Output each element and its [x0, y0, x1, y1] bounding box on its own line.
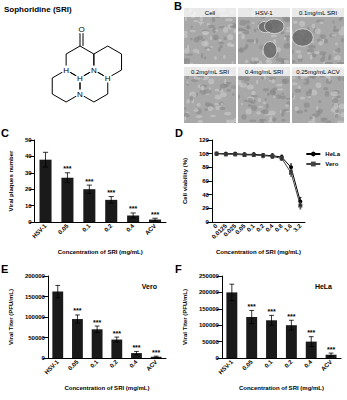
svg-text:***: ***: [73, 307, 81, 314]
svg-text:0.1mg/mL SRI: 0.1mg/mL SRI: [299, 10, 337, 16]
svg-text:100000: 100000: [199, 322, 220, 328]
svg-text:0.4: 0.4: [125, 222, 136, 233]
svg-text:O: O: [78, 25, 84, 34]
svg-text:H: H: [77, 74, 83, 83]
svg-text:40: 40: [202, 192, 209, 198]
svg-text:Vero: Vero: [325, 161, 338, 167]
svg-text:***: ***: [307, 329, 315, 336]
svg-text:50: 50: [25, 137, 32, 143]
svg-text:HeLa: HeLa: [325, 151, 340, 157]
svg-text:Concentration of SRI (mg/mL): Concentration of SRI (mg/mL): [239, 385, 324, 391]
svg-text:100: 100: [199, 151, 210, 157]
svg-text:Concentration of SRI (mg/mL): Concentration of SRI (mg/mL): [64, 385, 149, 391]
svg-text:0: 0: [42, 355, 46, 361]
svg-text:0.05: 0.05: [241, 358, 254, 371]
svg-text:***: ***: [85, 178, 93, 185]
svg-text:50000: 50000: [202, 339, 219, 345]
svg-text:Sophoridine (SRI): Sophoridine (SRI): [4, 5, 72, 14]
svg-text:150000: 150000: [199, 306, 220, 312]
svg-text:0.2: 0.2: [255, 222, 266, 233]
svg-text:Cell: Cell: [205, 10, 215, 16]
svg-text:***: ***: [132, 344, 140, 351]
svg-text:***: ***: [267, 308, 275, 315]
svg-text:0.8: 0.8: [273, 222, 284, 233]
svg-text:ACV: ACV: [320, 359, 333, 372]
svg-text:***: ***: [248, 303, 256, 310]
svg-text:200000: 200000: [199, 289, 220, 295]
svg-text:Concentration of SRI (mg/mL): Concentration of SRI (mg/mL): [216, 249, 301, 255]
svg-text:120: 120: [199, 137, 210, 143]
svg-text:0.1: 0.1: [89, 358, 100, 369]
svg-text:30: 30: [25, 170, 32, 176]
svg-text:250000: 250000: [199, 273, 220, 279]
svg-text:0.4mg/mL SRI: 0.4mg/mL SRI: [245, 69, 283, 75]
svg-text:0.4: 0.4: [264, 222, 275, 233]
svg-text:HSV-1: HSV-1: [31, 222, 48, 239]
svg-text:Concentration of SRI (mg/mL): Concentration of SRI (mg/mL): [58, 249, 143, 255]
svg-text:0.025: 0.025: [222, 222, 238, 238]
svg-text:0: 0: [28, 219, 32, 225]
svg-text:***: ***: [287, 313, 295, 320]
svg-text:0.05: 0.05: [57, 222, 70, 235]
svg-text:0.05: 0.05: [67, 358, 80, 371]
svg-text:10: 10: [25, 203, 32, 209]
svg-text:H: H: [63, 66, 69, 75]
svg-text:0.4: 0.4: [128, 358, 139, 369]
svg-text:0: 0: [206, 219, 210, 225]
svg-text:***: ***: [152, 349, 160, 356]
svg-text:50000: 50000: [28, 335, 45, 341]
svg-text:***: ***: [93, 319, 101, 326]
svg-text:***: ***: [129, 205, 137, 212]
svg-text:***: ***: [327, 346, 335, 353]
svg-text:0.1: 0.1: [81, 222, 92, 233]
html-text:E: E: [1, 263, 9, 275]
svg-text:60: 60: [202, 178, 209, 184]
svg-text:0: 0: [216, 355, 220, 361]
svg-text:ACV: ACV: [145, 359, 158, 372]
svg-text:100000: 100000: [25, 314, 46, 320]
html-text:D: D: [175, 127, 183, 139]
svg-text:N: N: [77, 90, 83, 99]
html-text:F: F: [175, 263, 182, 275]
svg-text:0.2mg/mL SRI: 0.2mg/mL SRI: [191, 69, 229, 75]
svg-text:HSV-1: HSV-1: [255, 10, 273, 16]
svg-text:0.0125: 0.0125: [210, 222, 228, 241]
svg-text:0.4: 0.4: [303, 358, 314, 369]
svg-text:200000: 200000: [25, 273, 46, 279]
svg-text:150000: 150000: [25, 294, 46, 300]
svg-text:80: 80: [202, 164, 209, 170]
svg-text:1.6: 1.6: [283, 222, 294, 233]
svg-text:HSV-1: HSV-1: [217, 358, 234, 375]
svg-text:Viral plaques number: Viral plaques number: [8, 150, 14, 212]
svg-text:***: ***: [63, 165, 71, 172]
svg-text:N: N: [91, 66, 97, 75]
svg-text:20: 20: [202, 205, 209, 211]
svg-text:HeLa: HeLa: [315, 283, 332, 290]
svg-text:0.1: 0.1: [245, 222, 256, 233]
svg-text:0.05: 0.05: [234, 222, 247, 236]
svg-text:3.2: 3.2: [292, 222, 303, 233]
svg-text:Vero: Vero: [142, 283, 157, 290]
svg-text:HSV-1: HSV-1: [43, 358, 60, 375]
svg-text:***: ***: [107, 189, 115, 196]
svg-text:ACV: ACV: [144, 223, 157, 236]
svg-text:***: ***: [151, 211, 159, 218]
svg-text:0.2: 0.2: [109, 358, 120, 369]
html-text:B: B: [174, 0, 182, 12]
svg-text:0.25mg/mL ACV: 0.25mg/mL ACV: [296, 69, 339, 75]
svg-text:0: 0: [212, 222, 219, 230]
svg-text:Cell viability (%): Cell viability (%): [182, 158, 188, 204]
html-text:C: C: [1, 127, 9, 139]
svg-text:Viral Titer (PFU/mL): Viral Titer (PFU/mL): [8, 289, 14, 345]
svg-text:H: H: [105, 74, 111, 83]
svg-text:20: 20: [25, 186, 32, 192]
svg-text:0.2: 0.2: [103, 222, 114, 233]
svg-text:40: 40: [25, 153, 32, 159]
svg-text:***: ***: [113, 330, 121, 337]
svg-text:Viral Titer (PFU/mL): Viral Titer (PFU/mL): [182, 289, 188, 345]
svg-text:0.2: 0.2: [283, 358, 294, 369]
svg-text:0.1: 0.1: [264, 358, 275, 369]
